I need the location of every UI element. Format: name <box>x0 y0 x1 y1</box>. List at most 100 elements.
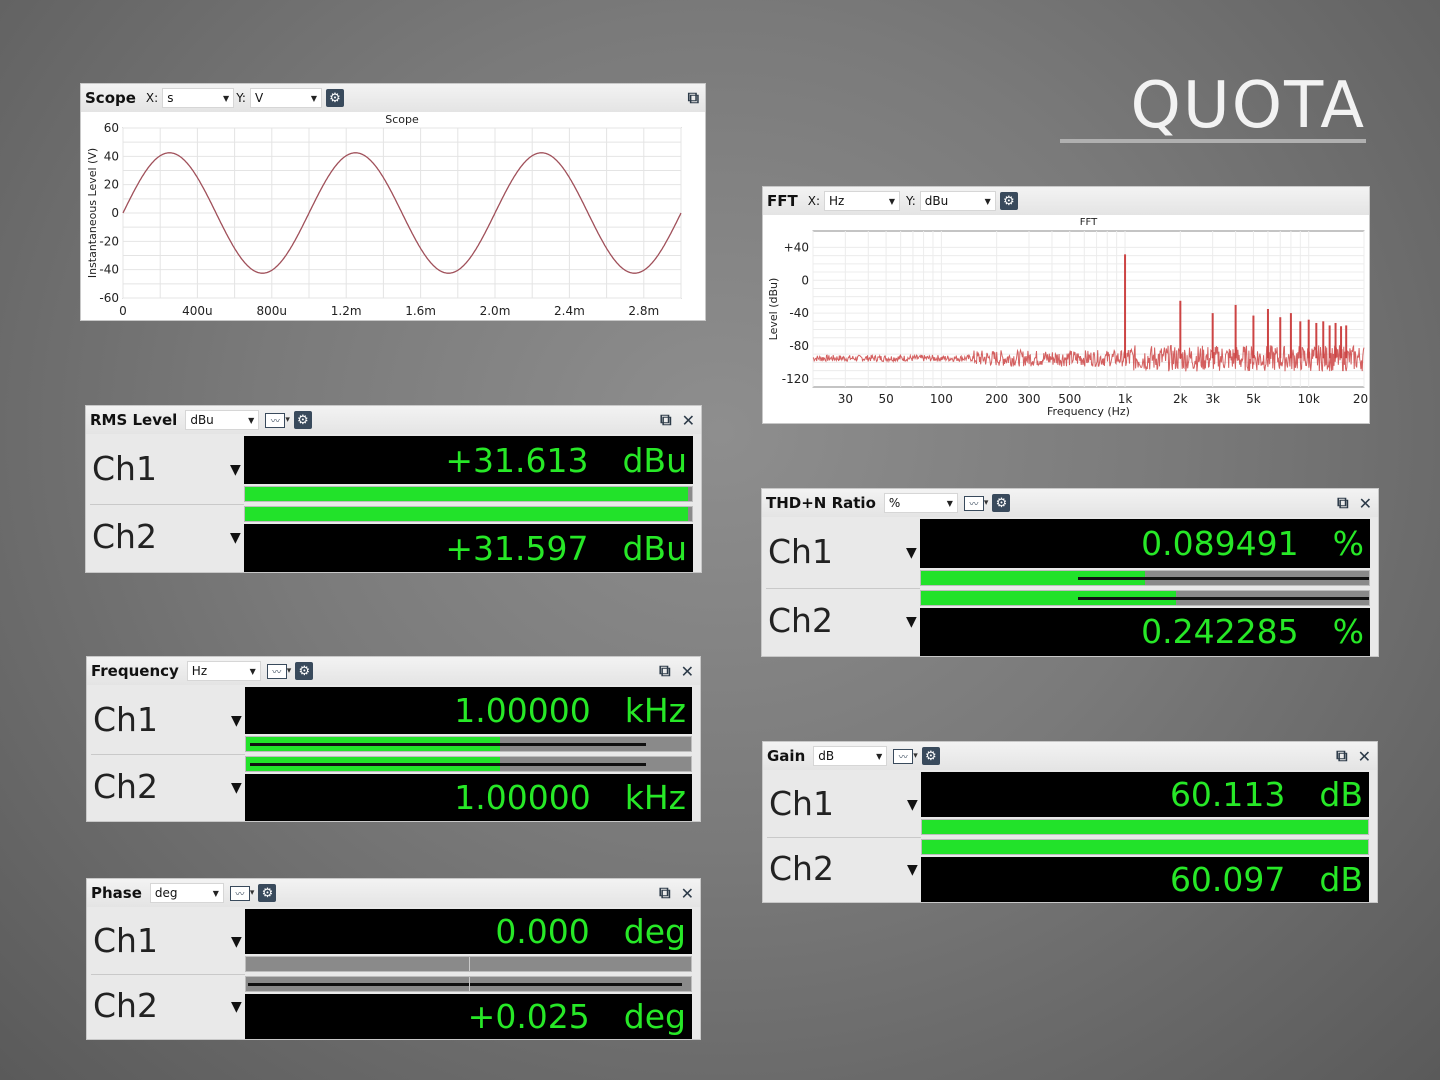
close-icon[interactable]: ✕ <box>680 883 694 903</box>
channel-dropdown-icon[interactable]: ▼ <box>230 462 241 478</box>
level-bar <box>245 736 692 752</box>
graph-icon: 〰 <box>229 885 250 901</box>
frequency-unit-select[interactable]: Hz ▼ <box>186 661 261 681</box>
readout-unit: dBu <box>622 440 687 480</box>
gear-icon[interactable]: ⚙ <box>293 411 312 429</box>
channel-dropdown-icon[interactable]: ▼ <box>906 545 917 562</box>
level-bar <box>920 569 1370 586</box>
y-axis-label: Instantaneous Level (V) <box>86 148 99 278</box>
scope-x-label: X: <box>145 91 159 105</box>
popout-icon[interactable]: ⧉ <box>687 88 699 107</box>
channel-dropdown-icon[interactable]: ▼ <box>230 530 241 546</box>
gear-icon[interactable]: ⚙ <box>999 192 1018 210</box>
readout-value: +31.613 <box>445 440 589 480</box>
level-bar-fill <box>245 487 688 501</box>
gear-icon[interactable]: ⚙ <box>325 89 344 107</box>
gear-icon[interactable]: ⚙ <box>258 884 277 902</box>
x-tick-label: 3k <box>1205 392 1220 406</box>
graph-icon: 〰 <box>266 663 287 679</box>
graph-options-icon[interactable]: 〰 ▾ <box>265 412 290 428</box>
thd-unit-select[interactable]: % ▼ <box>883 493 958 513</box>
graph-options-icon[interactable]: 〰 ▾ <box>893 748 918 764</box>
y-tick-label: 0 <box>111 206 119 220</box>
channel-label: Ch2 <box>92 517 157 556</box>
graph-icon: 〰 <box>265 412 286 428</box>
channel-dropdown-icon[interactable]: ▼ <box>907 861 918 878</box>
popout-icon[interactable]: ⧉ <box>659 661 671 680</box>
rms-title: RMS Level <box>90 411 178 429</box>
channel-dropdown-icon[interactable]: ▼ <box>231 998 242 1015</box>
row-separator <box>91 974 245 975</box>
graph-icon: 〰 <box>893 748 914 764</box>
gain-unit-select[interactable]: dB ▼ <box>813 746 888 766</box>
readout-value: 60.097 <box>1169 860 1286 899</box>
fft-y-unit-select[interactable]: dBu ▼ <box>919 191 996 211</box>
scope-toolbar: Scope X: s ▼ Y: V ▼ ⚙ ⧉ <box>81 84 705 112</box>
channel-readout: 60.113 dB <box>921 772 1369 817</box>
channel-label: Ch1 <box>92 449 157 488</box>
chevron-down-icon: ▼ <box>212 888 219 898</box>
level-bar <box>244 506 693 522</box>
level-bar-hold <box>1077 596 1369 600</box>
channel-dropdown-icon[interactable]: ▼ <box>231 779 242 796</box>
close-icon[interactable]: ✕ <box>1358 493 1372 513</box>
rms-panel: RMS Level dBu ▼ 〰 ▾ ⚙ ⧉ ✕ Ch1 ▼ +31.613 dBu Ch2 ▼ +31.… <box>85 405 702 573</box>
y-tick-label: 60 <box>104 121 119 135</box>
rms-unit-select[interactable]: dBu ▼ <box>185 410 260 430</box>
channel-readout: 1.00000 kHz <box>245 774 692 821</box>
y-tick-label: -20 <box>99 234 119 248</box>
fft-x-unit: Hz <box>829 194 845 208</box>
popout-icon[interactable]: ⧉ <box>1337 493 1349 512</box>
frequency-panel: Frequency Hz ▼ 〰 ▾ ⚙ ⧉ ✕ Ch1 ▼ 1.00000 kHz Ch2 ▼ 1.000… <box>86 656 701 822</box>
thd-unit-value: % <box>888 496 901 510</box>
level-bar <box>244 486 693 502</box>
scope-x-unit-select[interactable]: s ▼ <box>162 88 235 108</box>
gear-icon[interactable]: ⚙ <box>295 662 314 680</box>
phase-window-controls: ⧉ ✕ <box>649 883 694 903</box>
readout-unit: deg <box>623 912 686 951</box>
gear-icon[interactable]: ⚙ <box>921 747 940 765</box>
scope-y-unit-select[interactable]: V ▼ <box>249 88 322 108</box>
popout-icon[interactable]: ⧉ <box>660 410 672 429</box>
close-icon[interactable]: ✕ <box>681 410 695 430</box>
slide-title: QUOTA <box>1130 69 1366 143</box>
close-icon[interactable]: ✕ <box>1357 746 1371 766</box>
gear-icon[interactable]: ⚙ <box>992 494 1011 512</box>
x-tick-label: 2.0m <box>480 304 511 318</box>
channel-dropdown-icon[interactable]: ▼ <box>906 613 917 630</box>
y-tick-label: -40 <box>789 306 809 320</box>
y-tick-label: 40 <box>104 149 119 163</box>
y-tick-label: +40 <box>784 240 809 254</box>
channel-readout: +0.025 deg <box>245 994 692 1039</box>
gain-panel: Gain dB ▼ 〰 ▾ ⚙ ⧉ ✕ Ch1 ▼ 60.113 dB Ch2 ▼ 60.097 dB <box>762 741 1378 903</box>
phase-unit-select[interactable]: deg ▼ <box>149 883 224 903</box>
phase-toolbar: Phase deg ▼ 〰 ▾ ⚙ ⧉ ✕ <box>87 879 700 907</box>
scope-panel: Scope X: s ▼ Y: V ▼ ⚙ ⧉ Scope 60 40 20 0 -20 -40… <box>80 83 706 331</box>
chart-title: FFT <box>1080 217 1098 228</box>
channel-dropdown-icon[interactable]: ▼ <box>231 933 242 950</box>
x-tick-label: 800u <box>257 304 288 318</box>
popout-icon[interactable]: ⧉ <box>1336 746 1348 765</box>
level-bar-hold <box>1077 576 1369 580</box>
x-tick-label: 30 <box>838 392 853 406</box>
channel-dropdown-icon[interactable]: ▼ <box>231 712 242 729</box>
channel-dropdown-icon[interactable]: ▼ <box>907 796 918 813</box>
level-bar-fill <box>245 507 688 521</box>
graph-options-icon[interactable]: 〰 ▾ <box>229 885 254 901</box>
channel-label: Ch2 <box>769 848 834 888</box>
thd-panel: THD+N Ratio% ▼ 〰 ▾ ⚙ ⧉ ✕ Ch1 ▼ 0.089491% Ch2 ▼ 0.242… <box>761 488 1379 657</box>
fft-x-unit-select[interactable]: Hz ▼ <box>824 191 900 211</box>
y-tick-label: 0 <box>801 273 809 287</box>
row-separator <box>90 504 244 505</box>
scope-y-unit: V <box>254 91 264 105</box>
popout-icon[interactable]: ⧉ <box>659 883 671 902</box>
x-tick-label: 1k <box>1118 392 1133 406</box>
graph-options-icon[interactable]: 〰 ▾ <box>963 495 988 511</box>
channel-readout: 0.000 deg <box>245 909 692 954</box>
phase-title: Phase <box>91 884 142 902</box>
graph-options-icon[interactable]: 〰 ▾ <box>266 663 291 679</box>
channel-readout: +31.597 dBu <box>244 524 693 572</box>
level-bar-fill <box>922 820 1368 834</box>
close-icon[interactable]: ✕ <box>680 661 694 681</box>
